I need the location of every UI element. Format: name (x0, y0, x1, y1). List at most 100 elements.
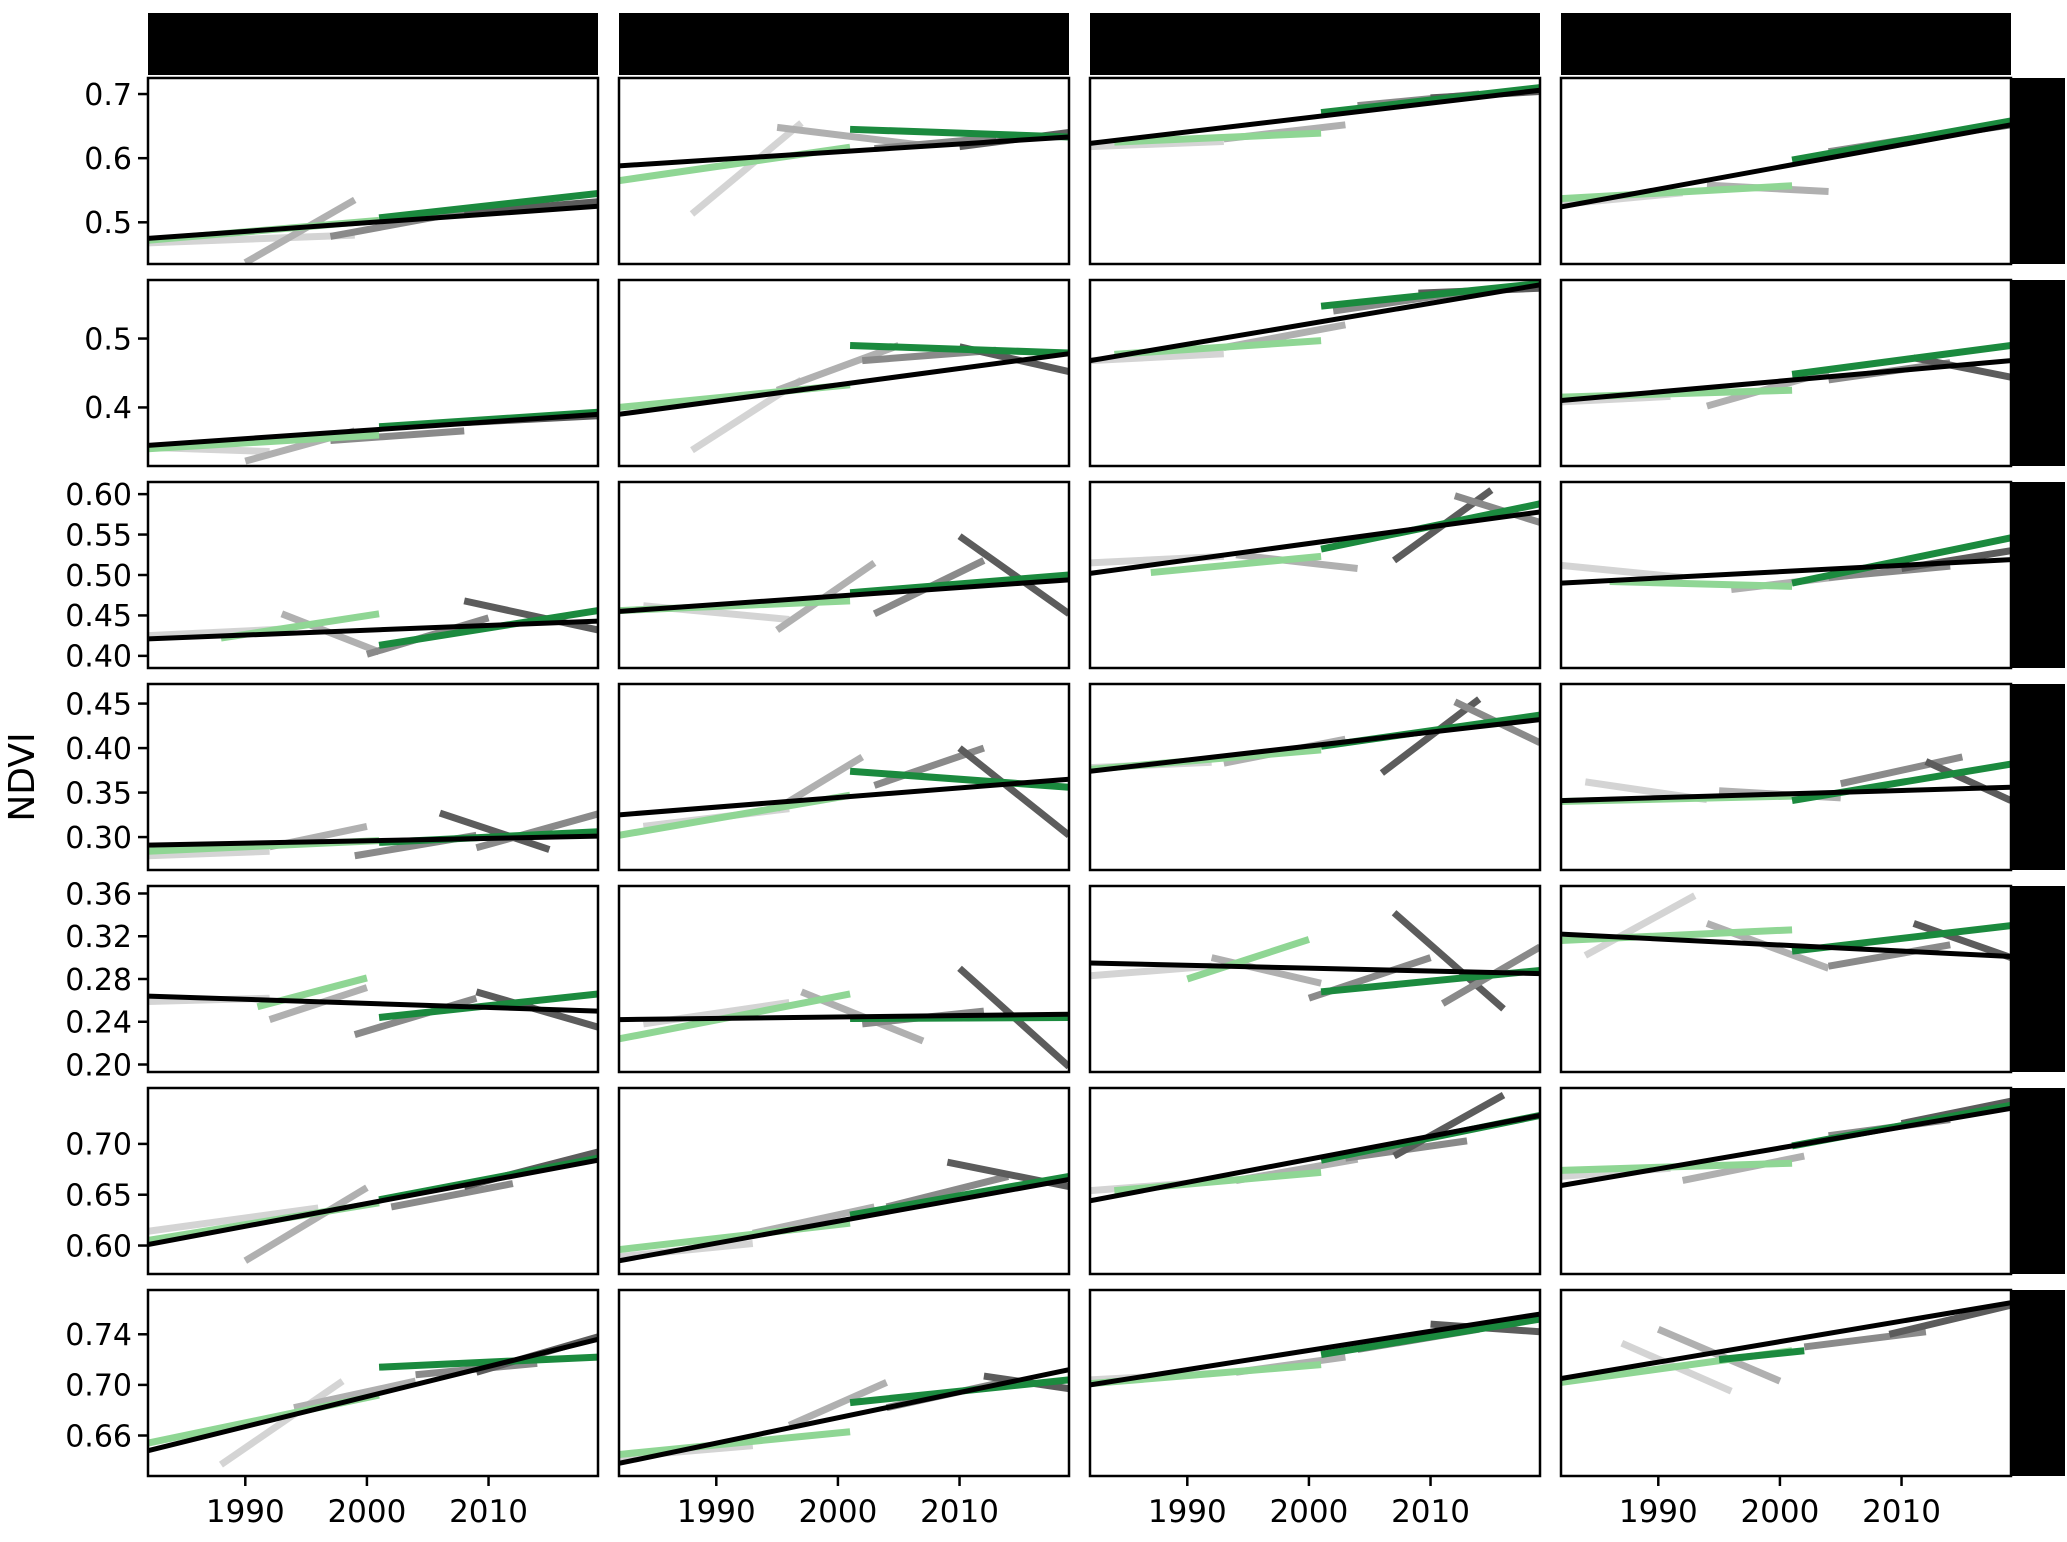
row-label-text: Equat. (2019, 116, 2054, 225)
panel-background (1561, 78, 2011, 264)
panel-border (1559, 884, 2013, 1074)
panel-plot-area (1561, 117, 2011, 210)
trend-segment-g3 (1828, 562, 1951, 581)
trend-segment-g1 (148, 847, 270, 860)
panel-background (619, 886, 1069, 1072)
row-label-strip (2011, 482, 2065, 668)
trend-segment-g4 (463, 597, 598, 634)
trend-line-overall (148, 411, 598, 448)
row-label-text: Grass. (2019, 724, 2054, 831)
panel-Grass-JJA (1559, 682, 2013, 872)
trend-segment-dg (1791, 341, 2011, 378)
trend-segment-g1 (218, 1378, 345, 1468)
panel-border (617, 278, 1071, 468)
panel-Temp-SON (146, 1086, 600, 1276)
panel-plot-area (619, 533, 1069, 633)
panel-plot-area (1561, 753, 2011, 805)
trend-segment-g1 (148, 1204, 319, 1235)
row-label-strip (2011, 280, 2065, 466)
trend-segment-g4 (957, 533, 1069, 617)
trend-line-overall (1090, 717, 1540, 774)
trend-segment-dg (1718, 1347, 1805, 1364)
row-label-Tasm: Tasm. (2011, 1290, 2065, 1476)
x-tick-label: 1990 (1619, 1494, 1698, 1530)
panel-background (1090, 1290, 1540, 1476)
trend-segment-dg (849, 1172, 1069, 1219)
trend-line-overall (1561, 784, 2011, 804)
trend-segment-g4 (1391, 910, 1506, 1012)
panel-background (1561, 280, 2011, 466)
y-tick-label: 0.5 (84, 206, 132, 241)
row-label-Grass: Grass. (2011, 684, 2065, 870)
y-tick-label: 0.28 (65, 963, 132, 998)
trend-segment-g3 (1839, 753, 1964, 788)
column-header-strip (619, 13, 1069, 75)
panel-background (148, 1088, 598, 1274)
trend-line-overall (1090, 1311, 1540, 1388)
trend-segment-dg (849, 571, 1069, 597)
x-tick-label: 2010 (920, 1494, 999, 1530)
trend-segment-lg (1561, 182, 1793, 203)
panel-plot-area (619, 744, 1069, 839)
x-tick-label: 1990 (677, 1494, 756, 1530)
trend-segment-dg (1320, 84, 1540, 117)
y-tick-label: 0.55 (65, 518, 132, 553)
row-label-text: Trop. (2019, 330, 2054, 415)
y-tick-label: 0.70 (65, 1369, 132, 1404)
column-header-JJA: JJA (1561, 13, 2011, 75)
trend-line-overall (1561, 557, 2011, 586)
panel-plot-area (148, 974, 598, 1038)
y-tick-label: 0.7 (84, 78, 132, 113)
panel-Subtr-JJA (1559, 480, 2013, 670)
column-header-SON: SON (148, 13, 598, 75)
panel-border (1559, 480, 2013, 670)
trend-segment-lg (1114, 129, 1322, 146)
trend-segment-g4 (1924, 758, 2011, 804)
trend-line-overall (148, 1157, 598, 1247)
trend-line-overall (1561, 122, 2011, 210)
column-header-MAM: MAM (1090, 13, 1540, 75)
panel-border (1088, 278, 1542, 468)
trend-line-overall (619, 134, 1069, 169)
panel-plot-area (619, 965, 1069, 1070)
panel-Grass-SON (146, 682, 600, 872)
panel-border (617, 682, 1071, 872)
panel-border (1088, 884, 1542, 1074)
panel-plot-area (619, 120, 1069, 217)
trend-line-overall (1561, 358, 2011, 404)
panel-Grass-MAM (1088, 682, 1542, 872)
trend-line-overall (1090, 1112, 1540, 1204)
trend-segment-g4 (1912, 920, 2011, 961)
trend-line-overall (619, 1177, 1069, 1264)
trend-segment-g1 (148, 231, 355, 247)
column-header-label: SON (333, 25, 412, 64)
y-tick-label: 0.4 (84, 391, 132, 426)
trend-segment-dg (378, 607, 598, 649)
trend-line-overall (1090, 509, 1540, 576)
panel-Trop-DJF (617, 278, 1071, 468)
panel-Arid-MAM (1088, 884, 1542, 1074)
x-tick-label: 2000 (1269, 1494, 1348, 1530)
row-label-text: Tasm. (2019, 1334, 2054, 1431)
trend-line-overall (1090, 87, 1540, 146)
trend-segment-dg (378, 189, 598, 222)
column-header-strip (1090, 13, 1540, 75)
panel-plot-area (1090, 280, 1540, 365)
trend-line-overall (148, 1336, 598, 1454)
panel-plot-area (1090, 910, 1540, 1012)
panel-border (617, 480, 1071, 670)
y-tick-label: 0.20 (65, 1048, 132, 1083)
panel-background (1090, 684, 1540, 870)
y-tick-label: 0.60 (65, 1229, 132, 1264)
trend-line-overall (148, 993, 598, 1014)
panel-Trop-SON (146, 278, 600, 468)
row-label-Temp: Temp. (2011, 1088, 2065, 1274)
y-tick-label: 0.30 (65, 821, 132, 856)
panel-plot-area (148, 189, 598, 264)
panel-Tasm-MAM (1088, 1288, 1542, 1478)
x-tick-label: 2000 (327, 1494, 406, 1530)
column-header-strip (148, 13, 598, 75)
panel-background (1090, 78, 1540, 264)
